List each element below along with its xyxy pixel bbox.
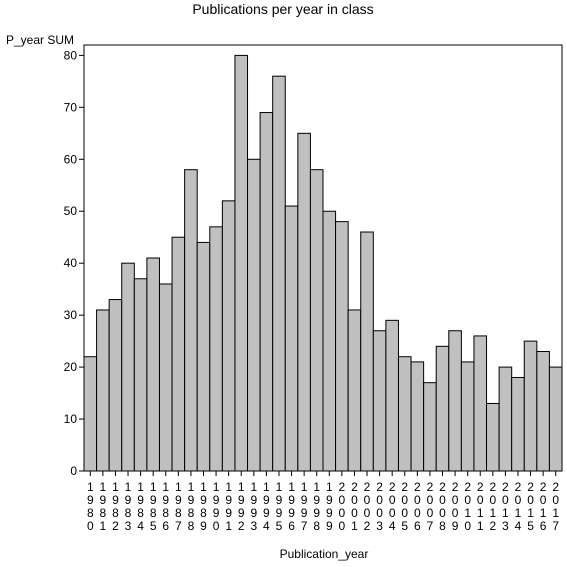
bar-2003 <box>372 330 387 472</box>
bar-2008 <box>435 345 450 472</box>
bar-2001 <box>347 309 362 472</box>
bar-2004 <box>385 319 399 472</box>
bar-2014 <box>511 376 525 472</box>
bar-2007 <box>423 382 437 472</box>
bar-2012 <box>486 402 500 472</box>
y-axis: 0 10 20 30 40 50 60 70 80 <box>64 48 84 478</box>
bar-1982 <box>108 299 123 472</box>
bar-1995 <box>272 75 286 472</box>
bar-1993 <box>247 158 261 472</box>
bar-1987 <box>171 236 186 472</box>
plot-frame <box>83 44 563 472</box>
bar-2016 <box>536 351 550 472</box>
x-axis: 1 9 8 0 1 9 8 1 1 9 8 2 1 9 8 3 1 9 8 4 1 9 8 5 1 9 8 6 1 9 8 7 1 9 8 8 1 9 8 9… <box>87 471 559 533</box>
bar-1988 <box>184 169 198 472</box>
bar-1980 <box>83 356 98 472</box>
y-tick-label: 60 <box>64 152 78 166</box>
bar-1989 <box>196 241 211 472</box>
bar-1994 <box>259 112 274 472</box>
bar-2017 <box>548 366 563 472</box>
y-tick-label: 10 <box>64 412 78 426</box>
bar-1997 <box>297 132 311 472</box>
x-axis-label: Publication_year <box>280 547 369 561</box>
chart-title: Publications per year in class <box>192 1 373 17</box>
bar-1992 <box>234 54 249 472</box>
bar-2005 <box>397 356 412 472</box>
bar-1986 <box>158 283 173 472</box>
bar-1984 <box>133 278 148 472</box>
y-tick-label: 40 <box>64 256 78 270</box>
bar-1996 <box>284 205 299 472</box>
y-tick-label: 20 <box>64 360 78 374</box>
bar-1981 <box>96 309 110 472</box>
bar-2009 <box>448 330 462 472</box>
bar-1998 <box>309 169 324 472</box>
bar-1990 <box>209 226 223 472</box>
bar-1985 <box>146 257 160 472</box>
bar-2015 <box>523 340 538 472</box>
bar-2013 <box>498 366 513 472</box>
y-axis-label: P_year SUM <box>6 33 74 47</box>
bar-1983 <box>121 262 135 472</box>
y-tick-label: 80 <box>64 48 78 62</box>
bar-2011 <box>473 335 488 472</box>
bar-2000 <box>335 221 349 472</box>
bar-2002 <box>360 231 374 472</box>
bar-1999 <box>322 210 337 472</box>
y-tick-label: 30 <box>64 308 78 322</box>
bar-2010 <box>460 361 475 472</box>
bars-group <box>83 54 563 472</box>
y-tick-label: 50 <box>64 204 78 218</box>
y-tick-label: 0 <box>70 464 77 478</box>
y-tick-label: 70 <box>64 100 78 114</box>
bar-2006 <box>410 361 425 472</box>
bar-1991 <box>221 200 236 472</box>
